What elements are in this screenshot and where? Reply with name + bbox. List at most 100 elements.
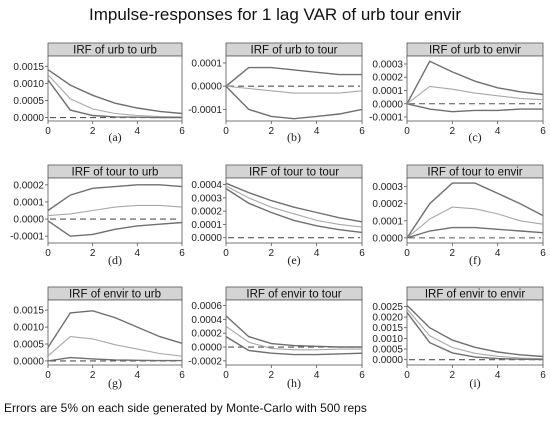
irf-line bbox=[406, 206, 544, 239]
panel-title: IRF of tour to tour bbox=[249, 167, 339, 179]
panel-title: IRF of urb to envir bbox=[429, 45, 521, 57]
upper-bound-line bbox=[225, 66, 362, 87]
x-tick-label: 2 bbox=[90, 370, 96, 381]
lower-bound-line bbox=[225, 336, 363, 356]
lower-bound-line bbox=[47, 220, 183, 237]
y-tick-label: 0.0003 bbox=[372, 182, 403, 193]
x-tick-label: 6 bbox=[179, 126, 185, 137]
x-tick-label: 2 bbox=[450, 126, 456, 137]
upper-bound-line bbox=[406, 304, 544, 358]
y-tick-label: 0.0003 bbox=[372, 59, 403, 70]
y-tick-label: 0.0000 bbox=[372, 355, 403, 366]
irf-panel-3: IRF of urb to envir -0.0001 0.0000 0.0001 0.… bbox=[369, 42, 546, 144]
panel-title: IRF of envir to envir bbox=[425, 289, 526, 301]
y-tick-label: 0.0001 bbox=[13, 197, 44, 208]
upper-bound-line bbox=[406, 60, 544, 105]
plot-area bbox=[47, 177, 183, 244]
upper-bound-line bbox=[225, 315, 362, 348]
upper-bound-line bbox=[406, 182, 544, 239]
y-tick-label: 0.0000 bbox=[13, 215, 44, 226]
panel-caption: (b) bbox=[287, 130, 301, 144]
x-tick-label: 4 bbox=[314, 248, 320, 259]
x-tick-label: 4 bbox=[495, 370, 501, 381]
y-tick-label: 0.0004 bbox=[191, 180, 222, 191]
irf-line bbox=[47, 74, 183, 118]
plot-area bbox=[406, 177, 544, 244]
y-tick-label: 0.0004 bbox=[191, 315, 222, 326]
y-tick-label: 0.0005 bbox=[13, 96, 44, 107]
irf-line bbox=[225, 325, 362, 351]
y-tick-label: 0.0000 bbox=[13, 356, 44, 367]
panel-caption: (d) bbox=[108, 253, 122, 267]
y-tick-label: 0.0020 bbox=[372, 313, 403, 324]
y-tick-label: -0.0001 bbox=[369, 113, 403, 124]
x-tick-label: 4 bbox=[495, 248, 501, 259]
panel-title: IRF of envir to urb bbox=[69, 289, 161, 301]
lower-bound-line bbox=[406, 311, 544, 361]
y-tick-label: -0.0001 bbox=[188, 105, 222, 116]
x-tick-label: 4 bbox=[135, 126, 141, 137]
x-tick-label: 4 bbox=[314, 126, 320, 137]
panels: IRF of urb to urb0.00000.00050.00100.001… bbox=[10, 42, 546, 390]
panel-title: IRF of tour to envir bbox=[427, 167, 522, 179]
y-tick-label: 0.0000 bbox=[372, 99, 403, 110]
irf-panel-9: IRF of envir to envir0.00000.00050.00100… bbox=[372, 286, 546, 390]
irf-panel-2: IRF of urb to tour -0.0001 0.0000 0.0001 0 2 4… bbox=[188, 42, 365, 144]
y-tick-label: 0.0000 bbox=[191, 233, 222, 244]
y-tick-label: 0.0015 bbox=[13, 62, 44, 73]
y-tick-label: 0.0000 bbox=[191, 343, 222, 354]
y-tick-label: 0.0002 bbox=[372, 199, 403, 210]
x-tick-label: 2 bbox=[450, 370, 456, 381]
x-tick-label: 6 bbox=[359, 248, 365, 259]
figure-title: Impulse-responses for 1 lag VAR of urb t… bbox=[89, 5, 461, 24]
x-tick-label: 2 bbox=[90, 248, 96, 259]
panel-title: IRF of urb to tour bbox=[251, 45, 338, 57]
irf-panel-4: IRF of tour to urb -0.0001 0.0000 0.0001 0.0… bbox=[10, 164, 185, 267]
upper-bound-line bbox=[47, 310, 183, 348]
y-tick-label: 0.0002 bbox=[191, 207, 222, 218]
irf-line bbox=[406, 85, 544, 105]
lower-bound-line bbox=[225, 188, 363, 234]
y-tick-label: 0.0001 bbox=[191, 58, 222, 69]
panel-caption: (i) bbox=[469, 376, 480, 390]
y-tick-label: 0.0006 bbox=[191, 301, 222, 312]
x-tick-label: 4 bbox=[135, 248, 141, 259]
panel-caption: (h) bbox=[287, 376, 301, 390]
y-tick-label: 0.0010 bbox=[13, 79, 44, 90]
irf-panel-5: IRF of tour to tour 0.0000 0.0001 0.0002 0.0… bbox=[191, 164, 365, 267]
panel-caption: (c) bbox=[468, 130, 481, 144]
panel-title: IRF of tour to urb bbox=[72, 167, 159, 179]
panel-title: IRF of urb to urb bbox=[73, 45, 157, 57]
x-tick-label: 4 bbox=[314, 370, 320, 381]
x-tick-label: 2 bbox=[269, 126, 275, 137]
y-tick-label: 0.0000 bbox=[191, 82, 222, 93]
panel-title: IRF of envir to tour bbox=[246, 289, 341, 301]
x-tick-label: 0 bbox=[404, 370, 410, 381]
panel-caption: (g) bbox=[108, 376, 122, 390]
figure-footer: Errors are 5% on each side generated by … bbox=[4, 401, 367, 415]
y-tick-label: 0.0002 bbox=[13, 180, 44, 191]
y-tick-label: 0.0000 bbox=[13, 113, 44, 124]
y-tick-label: 0.0015 bbox=[13, 306, 44, 317]
y-tick-label: 0.0002 bbox=[372, 73, 403, 84]
y-tick-label: 0.0002 bbox=[191, 329, 222, 340]
y-tick-label: 0.0005 bbox=[372, 345, 403, 356]
x-tick-label: 6 bbox=[540, 126, 546, 137]
y-tick-label: 0.0001 bbox=[372, 86, 403, 97]
irf-line bbox=[225, 185, 363, 228]
x-tick-label: 0 bbox=[223, 126, 229, 137]
x-tick-label: 0 bbox=[223, 370, 229, 381]
x-tick-label: 6 bbox=[179, 248, 185, 259]
lower-bound-line bbox=[47, 356, 182, 362]
irf-panel-1: IRF of urb to urb 0.0000 0.0005 0.0010 0.001… bbox=[13, 42, 185, 144]
x-tick-label: 2 bbox=[450, 248, 456, 259]
irf-panel-8: IRF of envir to tour -0.0002 0.0000 0.0002 0… bbox=[188, 286, 365, 390]
plot-area bbox=[47, 299, 183, 366]
irf-line bbox=[225, 85, 363, 94]
y-tick-label: 0.0000 bbox=[372, 233, 403, 244]
irf-panel-7: IRF of envir to urb 0.0000 0.0005 0.0010 0.0… bbox=[13, 286, 185, 390]
x-tick-label: 0 bbox=[223, 248, 229, 259]
irf-panel-6: IRF of tour to envir 0.0000 0.0001 0.0002 0.… bbox=[372, 164, 546, 267]
y-tick-label: -0.0002 bbox=[188, 356, 222, 367]
x-tick-label: 0 bbox=[45, 248, 51, 259]
